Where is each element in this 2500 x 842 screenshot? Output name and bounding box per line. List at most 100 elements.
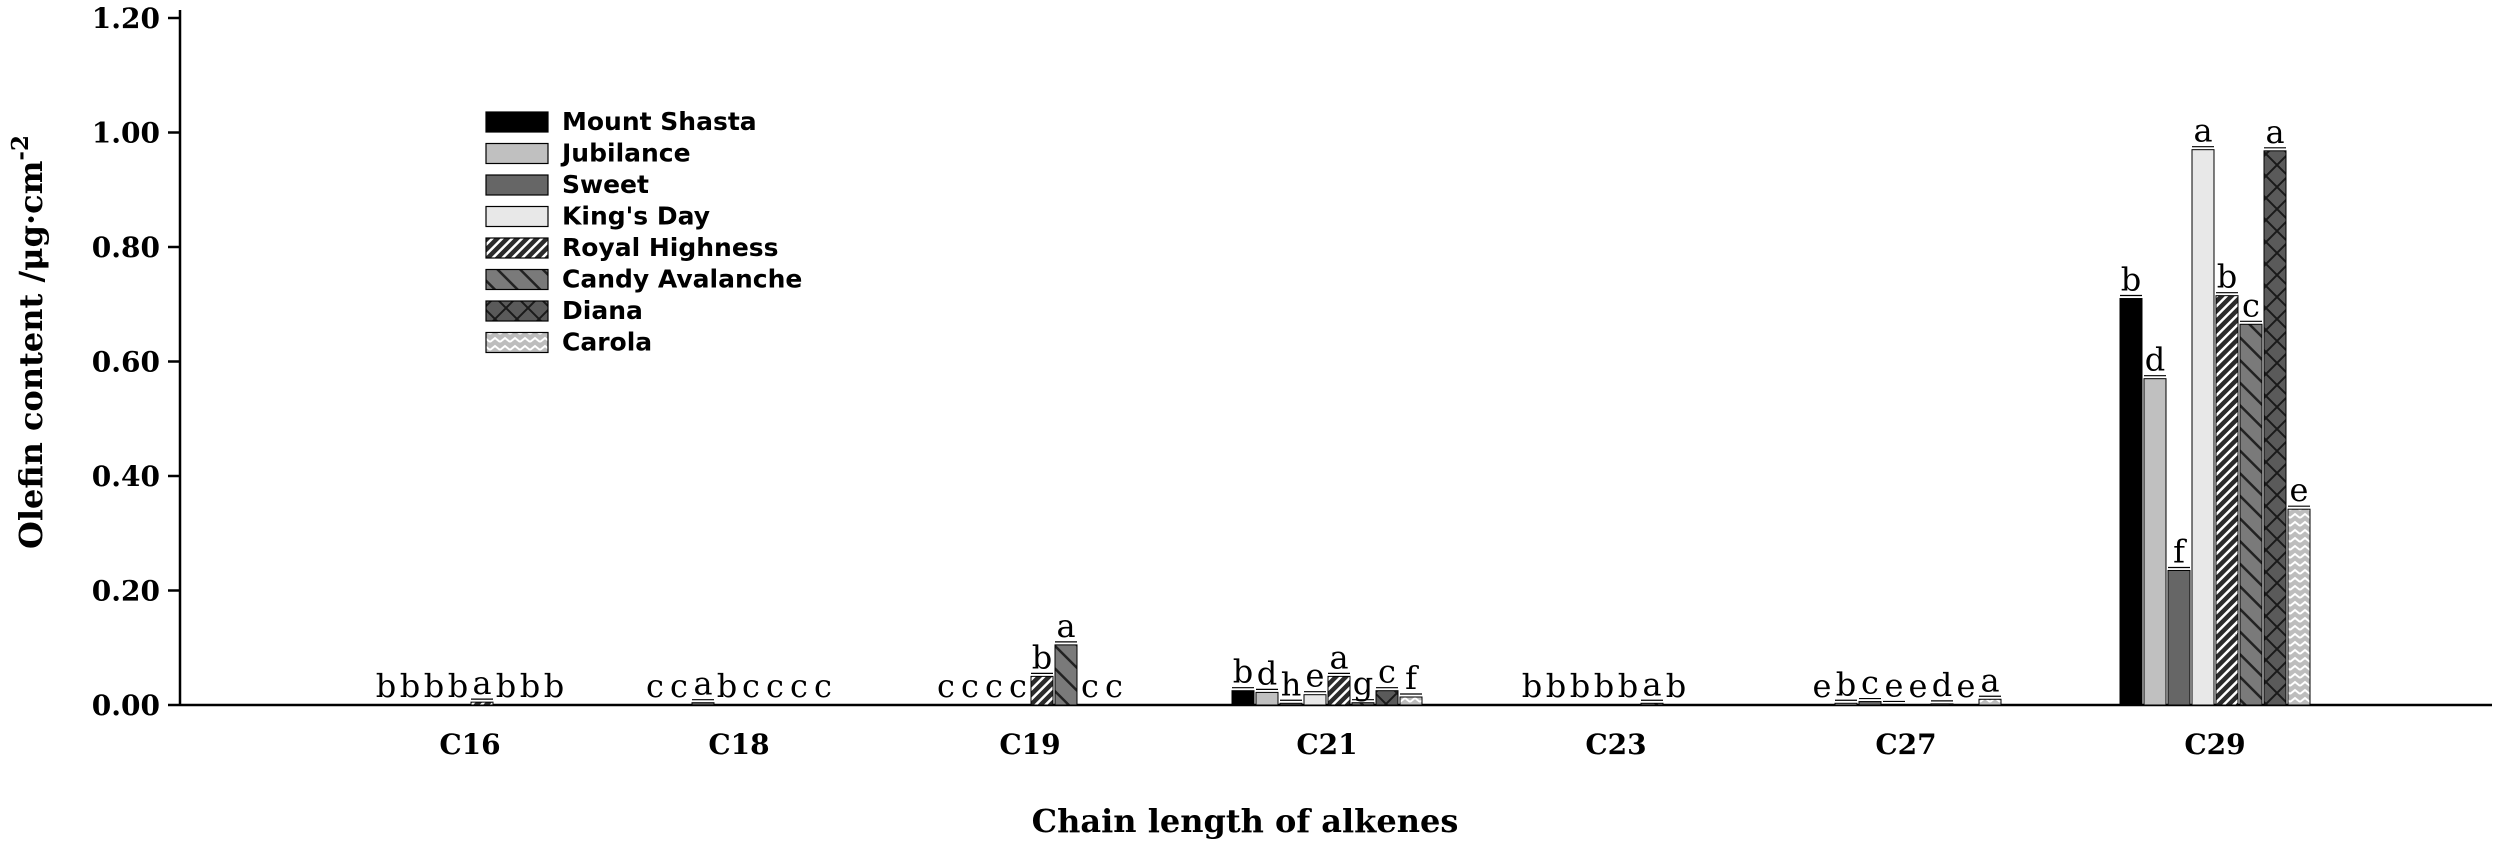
x-tick-label-c23: C23 [1585,728,1646,761]
bar [2215,295,2239,706]
significance-label: c [1009,667,1027,705]
significance-label: a [1329,638,1348,676]
legend-swatch [485,111,549,133]
y-tick-label: 0.00 [92,689,160,722]
y-axis-title-main: Olefin content /μg·cm [12,160,50,549]
legend-item: Carola [485,328,652,357]
significance-label: b [1546,667,1566,705]
bar [2287,508,2311,706]
bar-group-c21: b d h e ag c f [1231,638,1423,706]
significance-label: g [1353,665,1373,703]
x-axis-title: Chain length of alkenes [1032,802,1459,840]
bar [1978,698,2002,706]
significance-label: f [2173,532,2187,570]
significance-label: c [790,667,808,705]
x-tick-label-c21: C21 [1296,728,1357,761]
significance-label: b [2121,261,2141,299]
bar [1930,703,1954,706]
bar [1858,701,1882,706]
legend-swatch [485,237,549,259]
significance-label: c [2242,286,2260,324]
significance-label: b [424,667,444,705]
significance-label: c [937,667,955,705]
bar [1327,675,1351,706]
legend-item: Jubilance [485,139,691,168]
bar [1255,691,1279,706]
significance-label: a [2265,113,2284,151]
bar [2119,298,2143,706]
significance-label: a [1056,607,1075,645]
significance-label: e [1885,666,1904,704]
significance-label: d [1932,666,1952,704]
bar [1030,675,1054,706]
bar [2143,378,2167,706]
y-tick-label: 1.20 [92,2,160,35]
legend-label: Carola [562,328,652,357]
significance-label: b [1233,653,1253,691]
significance-label: d [1257,654,1277,692]
significance-label: a [1642,665,1661,703]
significance-label: b [376,667,396,705]
legend-label: Sweet [562,170,649,199]
significance-label: c [1861,664,1879,702]
bar [470,701,494,706]
bar [1351,702,1375,706]
y-tick-label: 0.60 [92,346,160,379]
bar [1399,696,1423,706]
significance-label: b [448,667,468,705]
legend-label: King's Day [562,202,710,231]
significance-label: c [742,667,760,705]
significance-label: e [1957,667,1976,705]
bar [1279,702,1303,706]
bar [691,702,715,706]
significance-label: b [1618,667,1638,705]
significance-label: a [472,664,491,702]
significance-label: c [814,667,832,705]
significance-label: b [1570,667,1590,705]
legend-label: Jubilance [560,139,691,168]
significance-label: b [1032,638,1052,676]
y-tick-label: 0.80 [92,231,160,264]
significance-label: h [1281,665,1302,703]
significance-label: c [670,667,688,705]
significance-label: b [1594,667,1614,705]
x-tick-label-c19: C19 [999,728,1060,761]
legend-label: Royal Highness [562,233,779,262]
legend-swatch [485,205,549,228]
significance-label: b [544,667,564,705]
bar [1303,694,1327,706]
legend-label: Mount Shasta [562,107,757,136]
significance-label: e [1813,667,1832,705]
y-axis-ticks: 0.00 0.20 0.40 0.60 0.80 1.00 1.20 [92,2,180,722]
significance-label: e [1909,667,1928,705]
y-axis-title: Olefin content /μg·cm-2 [7,135,50,549]
bar [2263,150,2287,706]
legend-swatch [485,331,549,354]
legend-item: Mount Shasta [485,107,757,136]
x-tick-label-c27: C27 [1875,728,1936,761]
significance-label: b [1836,665,1856,703]
significance-label: c [646,667,664,705]
y-tick-label: 0.20 [92,575,160,608]
significance-label: f [1405,659,1419,697]
legend-item: Royal Highness [485,233,779,262]
legend-swatch [485,268,549,291]
significance-label: c [1105,667,1123,705]
legend-swatch [485,300,549,322]
y-tick-label: 0.40 [92,460,160,493]
significance-label: e [2290,471,2309,509]
bar [1231,690,1255,706]
x-axis-ticks: C16 C18 C19 C21 C23 C27 C29 [439,728,2245,761]
x-tick-label-c16: C16 [439,728,500,761]
legend-swatch [485,142,549,165]
significance-label: b [1666,667,1686,705]
legend-label: Candy Avalanche [562,265,802,294]
significance-label: b [400,667,420,705]
